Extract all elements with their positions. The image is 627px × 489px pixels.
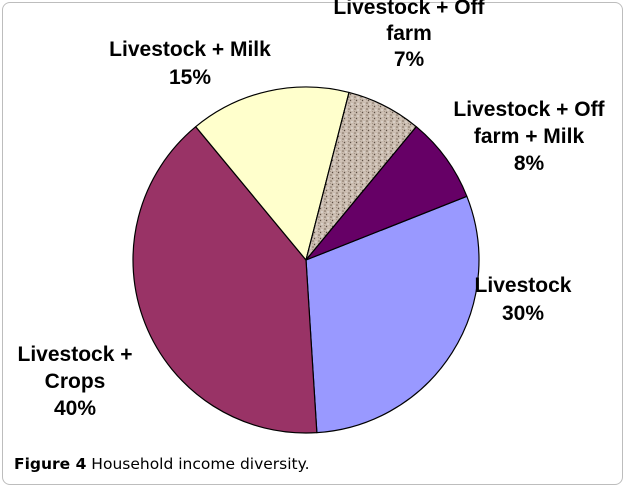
slice-name-label: Livestock + Off bbox=[453, 98, 605, 121]
slice-name-label: farm + Milk bbox=[474, 125, 585, 148]
slice-percent-label: 7% bbox=[394, 48, 425, 71]
slice-label-livestock-off-farm-milk: Livestock + Off farm + Milk 8% bbox=[453, 98, 605, 175]
slice-percent-label: 40% bbox=[54, 397, 96, 420]
slice-name-label: Livestock + Milk bbox=[109, 38, 271, 61]
pie-slice-livestock-crops bbox=[132, 126, 318, 434]
slice-name-label: Livestock bbox=[475, 274, 572, 297]
slice-label-livestock: Livestock 30% bbox=[475, 274, 572, 325]
slice-name-label: Crops bbox=[45, 370, 106, 393]
pie-slice-livestock-milk bbox=[195, 86, 350, 261]
figure-caption: Figure 4 Household income diversity. bbox=[14, 455, 310, 473]
slice-percent-label: 8% bbox=[514, 152, 545, 175]
pie-slice-livestock bbox=[305, 195, 480, 434]
slice-label-livestock-crops: Livestock + Crops 40% bbox=[18, 343, 133, 420]
figure-caption-text: Household income diversity. bbox=[86, 455, 310, 473]
pie-labels: Livestock 30%Livestock + Crops 40%Livestock… bbox=[18, 0, 606, 420]
slice-name-label: Livestock + bbox=[18, 343, 133, 366]
slice-label-livestock-milk: Livestock + Milk 15% bbox=[109, 38, 271, 89]
slice-name-label: Livestock + Off bbox=[333, 0, 485, 19]
slice-name-label: farm bbox=[386, 22, 432, 45]
slice-percent-label: 15% bbox=[169, 66, 211, 89]
pie-slice-livestock-off-farm-milk bbox=[305, 126, 468, 261]
pie-slices bbox=[132, 86, 480, 434]
slice-percent-label: 30% bbox=[502, 302, 544, 325]
figure-number: Figure 4 bbox=[14, 455, 87, 473]
slice-label-livestock-off-farm: Livestock + Off farm 7% bbox=[333, 0, 485, 71]
